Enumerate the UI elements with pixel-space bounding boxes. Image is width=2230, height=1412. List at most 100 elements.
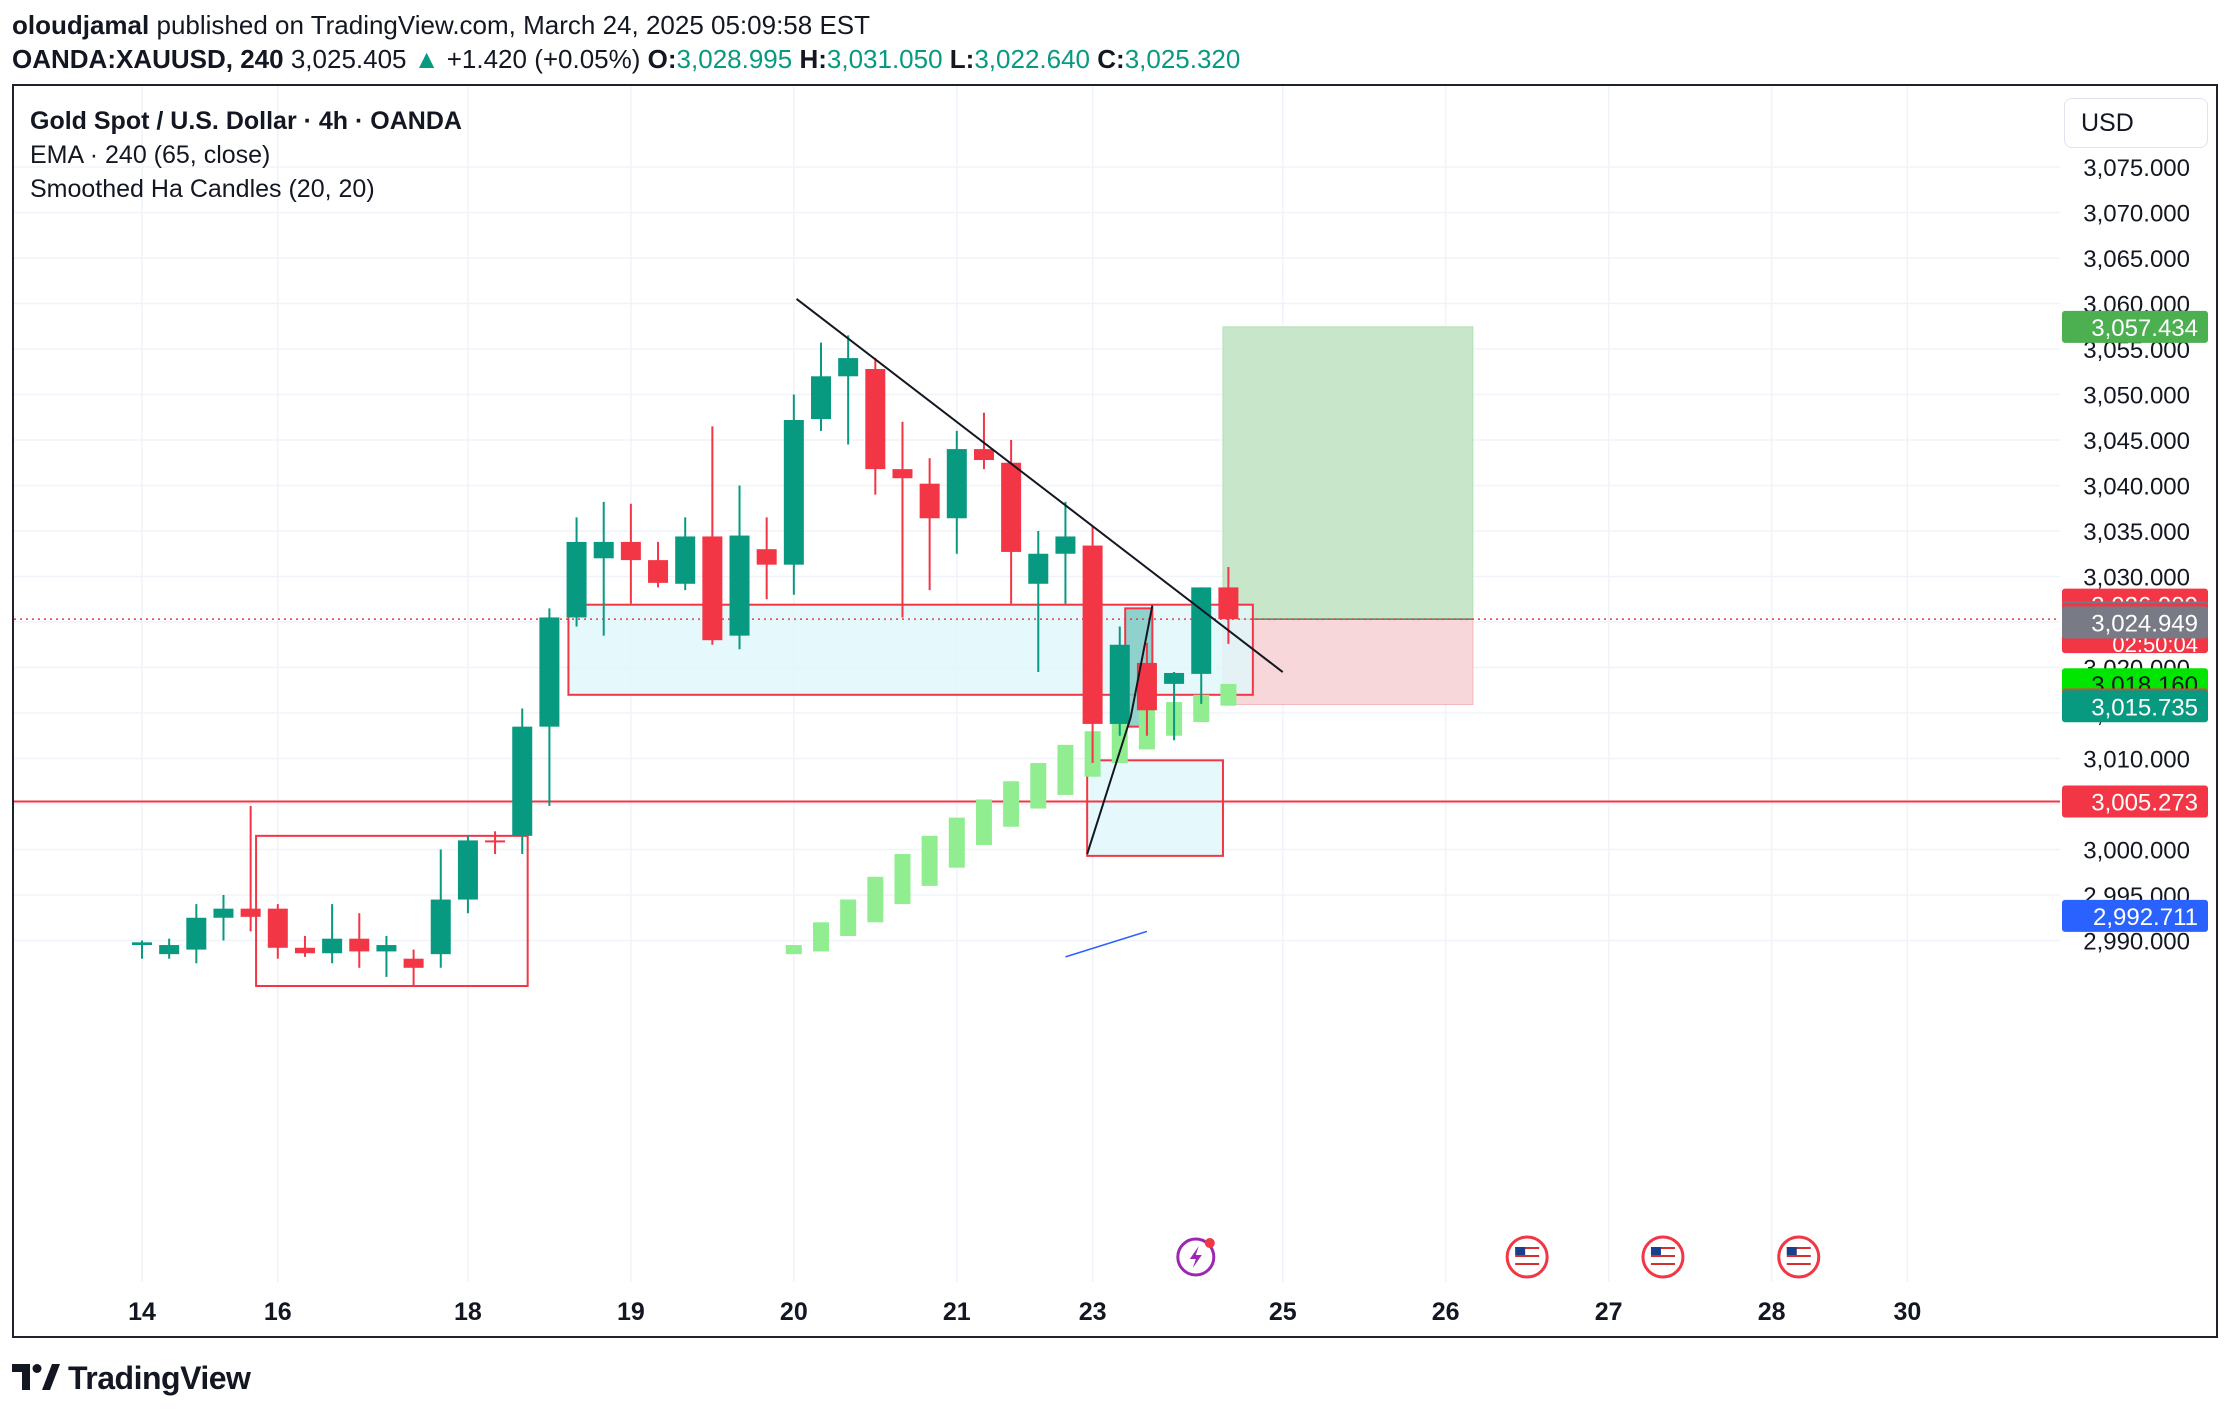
- y-tick-label: 3,075.000: [2083, 155, 2190, 182]
- low-value: 3,022.640: [974, 44, 1091, 74]
- rectangle-lower-zone[interactable]: [1086, 759, 1224, 857]
- publish-text: published on TradingView.com, March 24, …: [156, 10, 871, 40]
- y-tick-label: 3,070.000: [2083, 201, 2190, 228]
- candle-body: [376, 945, 397, 952]
- candles: [132, 335, 1239, 986]
- last-price: 3,025.405: [290, 44, 407, 74]
- tradingview-logo[interactable]: TradingView: [12, 1358, 251, 1398]
- candle-body: [485, 840, 506, 843]
- candle: [892, 421, 913, 618]
- low-label: L:: [949, 44, 975, 74]
- candle-body: [403, 958, 424, 968]
- price-label-text: 3,057.434: [2091, 315, 2198, 342]
- price-axis[interactable]: 3,075.0003,070.0003,065.0003,060.0003,05…: [2083, 155, 2190, 956]
- publish-info: oloudjamal published on TradingView.com,…: [12, 10, 870, 41]
- candle: [783, 394, 804, 595]
- candle-body: [729, 535, 750, 636]
- candle: [620, 503, 641, 604]
- candle-body: [159, 945, 180, 955]
- candle-body: [566, 541, 587, 618]
- candle-body: [457, 840, 478, 900]
- price-label-bg: [2062, 606, 2208, 639]
- author-name[interactable]: oloudjamal: [12, 10, 150, 40]
- candle-body: [322, 938, 343, 954]
- legend-ema[interactable]: EMA · 240 (65, close): [30, 141, 271, 169]
- candle-body: [240, 908, 261, 917]
- ha-candle: [867, 876, 884, 923]
- lightning-icon[interactable]: [1176, 1237, 1216, 1277]
- price-label: 3,005.273: [2062, 785, 2208, 818]
- time-axis[interactable]: 14 16 18 19 20 21 23 25 26 27 28 30: [128, 1298, 1921, 1326]
- high-value: 3,031.050: [826, 44, 943, 74]
- candle-body: [919, 483, 940, 519]
- y-tick-label: 3,030.000: [2083, 565, 2190, 592]
- candle: [159, 938, 180, 959]
- trendline[interactable]: [795, 298, 1284, 673]
- price-label: 3,024.949: [2062, 606, 2208, 639]
- zigzag-line[interactable]: [1086, 605, 1154, 855]
- price-label: 3,015.735: [2062, 690, 2208, 723]
- rectangle-base-box[interactable]: [255, 834, 529, 987]
- candle: [946, 430, 967, 554]
- x-tick-label: 30: [1893, 1298, 1921, 1326]
- ha-candle: [975, 799, 992, 845]
- candle-body: [1218, 587, 1239, 620]
- y-tick-label: 3,050.000: [2083, 383, 2190, 410]
- us-flag-icon[interactable]: [1641, 1235, 1685, 1279]
- ha-candle: [894, 854, 911, 905]
- candle-body: [1164, 672, 1185, 684]
- us-flag-icon[interactable]: [1505, 1235, 1549, 1279]
- price-label-text: 3,015.735: [2091, 694, 2198, 721]
- position-zones: [1222, 326, 1474, 706]
- open-value: 3,028.995: [676, 44, 793, 74]
- candle-body: [1109, 644, 1130, 724]
- candle: [376, 935, 397, 977]
- price-change: +1.420 (+0.05%): [446, 44, 641, 74]
- candle-body: [593, 541, 614, 559]
- candle-body: [1082, 545, 1103, 724]
- candle: [403, 949, 424, 986]
- candle: [213, 895, 234, 941]
- candle: [512, 708, 533, 855]
- x-tick-label: 23: [1079, 1298, 1107, 1326]
- up-arrow-icon: ▲: [413, 44, 440, 74]
- event-markers[interactable]: [1176, 1235, 1821, 1279]
- candle-body: [294, 947, 315, 954]
- candle-body: [1001, 462, 1022, 552]
- legend-title[interactable]: Gold Spot / U.S. Dollar · 4h · OANDA: [30, 107, 462, 135]
- ha-candle: [1003, 781, 1020, 827]
- candle-body: [811, 376, 831, 420]
- x-tick-label: 20: [780, 1298, 808, 1326]
- candle: [702, 426, 723, 645]
- x-tick-label: 27: [1595, 1298, 1623, 1326]
- x-tick-label: 26: [1432, 1298, 1460, 1326]
- candle-body: [267, 908, 288, 948]
- ha-candle: [1057, 744, 1074, 795]
- candle: [756, 517, 777, 600]
- currency-button[interactable]: USD: [2064, 98, 2208, 148]
- close-value: 3,025.320: [1124, 44, 1241, 74]
- candle: [1109, 626, 1130, 736]
- price-label-text: 3,005.273: [2091, 790, 2198, 817]
- high-label: H:: [799, 44, 827, 74]
- trend-lines[interactable]: [795, 298, 1284, 958]
- candle: [1001, 440, 1022, 604]
- candle-body: [1028, 553, 1049, 584]
- us-flag-icon[interactable]: [1777, 1235, 1821, 1279]
- price-label-text: 3,024.949: [2091, 610, 2198, 637]
- price-labels: 3,057.4343,026.9093,025.5003,025.32002:5…: [2062, 310, 2208, 932]
- symbol-name: OANDA:XAUUSD, 240: [12, 44, 284, 74]
- price-label-bg: [2062, 310, 2208, 343]
- legend-ha[interactable]: Smoothed Ha Candles (20, 20): [30, 175, 375, 203]
- candle-body: [973, 449, 994, 461]
- candle-body: [1055, 536, 1076, 554]
- drawn-rectangles[interactable]: [255, 603, 1254, 987]
- price-label: 2,992.711: [2062, 899, 2208, 932]
- candle: [349, 913, 370, 968]
- y-tick-label: 3,035.000: [2083, 519, 2190, 546]
- candle-body: [132, 942, 152, 946]
- x-tick-label: 28: [1758, 1298, 1786, 1326]
- brand-name: TradingView: [68, 1359, 251, 1396]
- candle: [838, 335, 859, 445]
